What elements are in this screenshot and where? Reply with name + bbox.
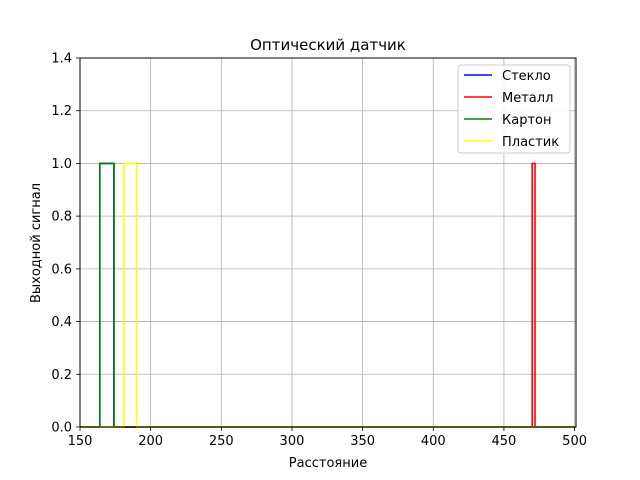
y-tick-label: 1.0 xyxy=(51,157,72,172)
legend: Стекло Металл Картон Пластик xyxy=(457,64,571,154)
legend-box xyxy=(457,64,571,154)
x-tick-label: 250 xyxy=(209,434,234,449)
ticks: 150 200 250 300 350 400 450 500 0.0 0.2 0.4 0.6 0.8 1… xyxy=(51,52,587,450)
x-tick-label: 500 xyxy=(562,434,587,449)
y-tick-label: 0.0 xyxy=(51,421,72,436)
legend-label: Картон xyxy=(502,113,551,128)
x-tick-label: 300 xyxy=(280,434,305,449)
x-tick-label: 150 xyxy=(68,434,93,449)
x-tick-label: 450 xyxy=(492,434,517,449)
y-tick-label: 0.4 xyxy=(51,315,72,330)
y-tick-label: 1.4 xyxy=(51,52,72,67)
y-tick-label: 1.2 xyxy=(51,104,72,119)
legend-label: Стекло xyxy=(502,69,551,84)
legend-label: Металл xyxy=(502,91,553,106)
y-axis-title: Выходной сигнал xyxy=(29,183,44,303)
y-tick-label: 0.8 xyxy=(51,210,72,225)
legend-label: Пластик xyxy=(502,135,559,150)
plot-frame xyxy=(79,57,577,428)
chart-title: Оптический датчик xyxy=(250,36,406,54)
x-tick-label: 400 xyxy=(421,434,446,449)
y-tick-label: 0.6 xyxy=(51,262,72,277)
x-tick-label: 200 xyxy=(138,434,163,449)
x-axis-title: Расстояние xyxy=(289,456,367,471)
y-tick-label: 0.2 xyxy=(51,368,72,383)
x-tick-label: 350 xyxy=(350,434,375,449)
